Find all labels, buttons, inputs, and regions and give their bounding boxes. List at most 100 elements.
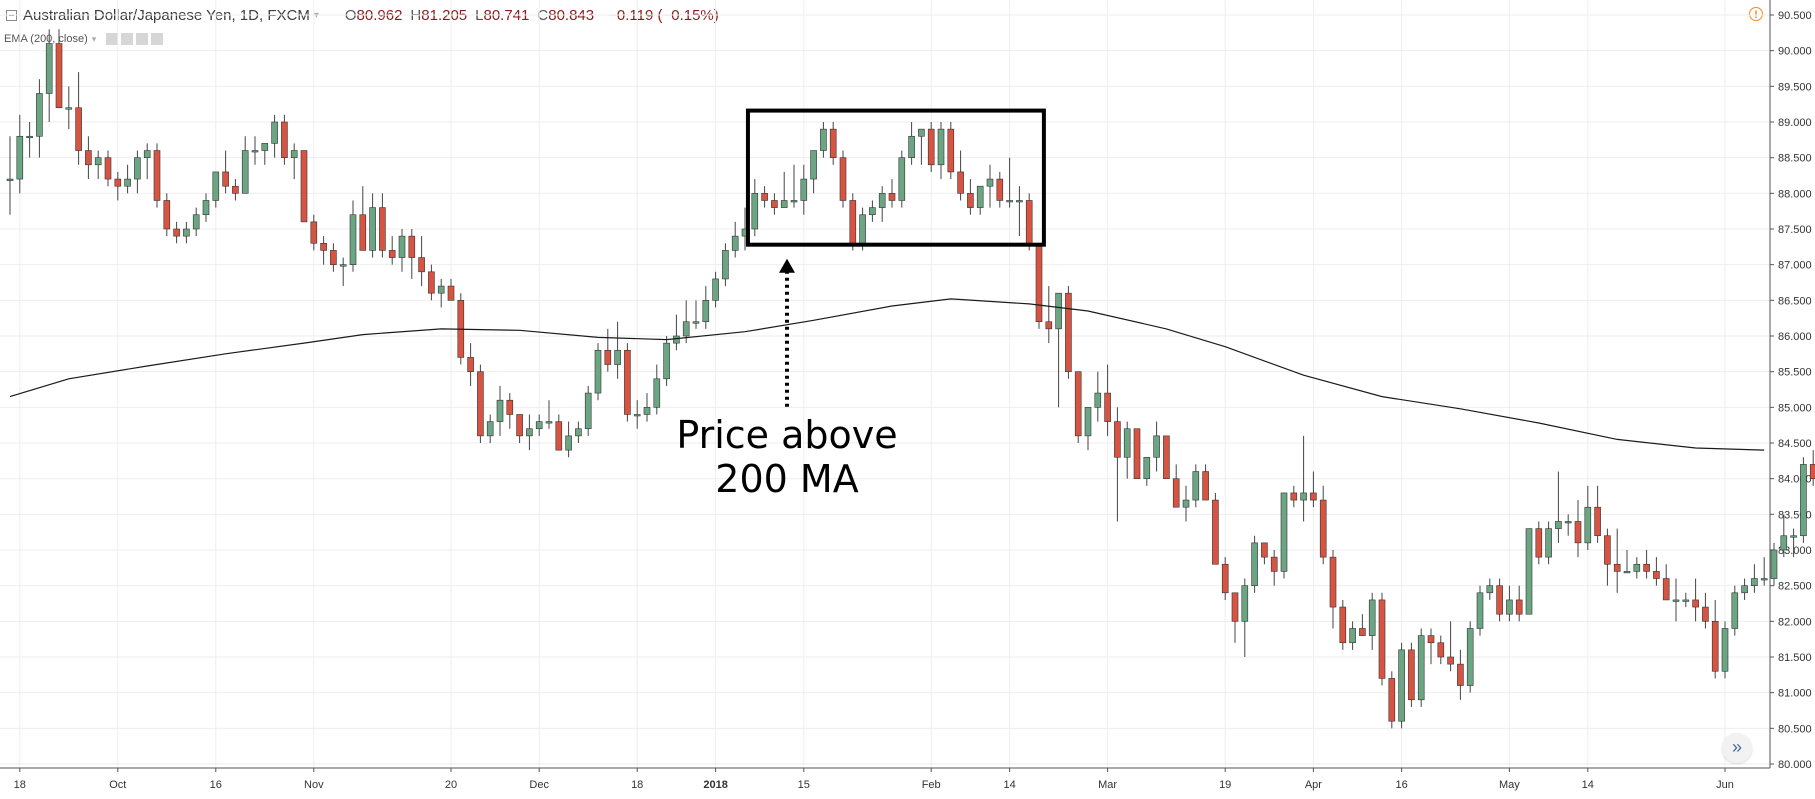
candle-body bbox=[477, 371, 484, 437]
candle-body bbox=[281, 121, 288, 158]
candle-down bbox=[1221, 557, 1229, 600]
candle-body bbox=[1153, 435, 1160, 458]
candle-down bbox=[506, 393, 514, 429]
candle-body bbox=[604, 349, 612, 365]
visibility-eye-icon[interactable] bbox=[106, 33, 119, 45]
candle-up bbox=[261, 143, 269, 165]
candle-down bbox=[1339, 599, 1347, 650]
candle-up bbox=[1055, 292, 1062, 408]
candle-up bbox=[712, 271, 719, 308]
candle-body bbox=[388, 250, 396, 258]
candle-body bbox=[1711, 621, 1719, 672]
candle-body bbox=[379, 207, 386, 251]
candle-body bbox=[761, 193, 768, 201]
candle-body bbox=[810, 150, 817, 180]
grid bbox=[0, 0, 1770, 768]
candle-body bbox=[869, 207, 876, 216]
candle-down bbox=[1319, 485, 1327, 565]
candle-body bbox=[1564, 521, 1572, 524]
candle-down bbox=[516, 414, 523, 443]
candle-up bbox=[1466, 621, 1474, 693]
candle-body bbox=[584, 392, 592, 430]
candle-body bbox=[330, 250, 337, 265]
candle-body bbox=[996, 178, 1004, 201]
candle-down bbox=[222, 150, 229, 194]
candle-body bbox=[1662, 578, 1670, 601]
candle-down bbox=[1388, 671, 1396, 729]
candle-body bbox=[663, 342, 670, 380]
ema-200-line bbox=[9, 298, 1765, 451]
candle-up bbox=[653, 364, 661, 415]
candle-body bbox=[94, 157, 102, 166]
remove-close-icon[interactable] bbox=[151, 33, 164, 45]
candle-body bbox=[780, 200, 788, 208]
candle-down bbox=[1104, 364, 1111, 436]
annotation-text-line1: Price above bbox=[676, 413, 897, 457]
candle-up bbox=[594, 343, 602, 401]
candle-body bbox=[437, 285, 445, 294]
time-tick-label: 2018 bbox=[703, 779, 727, 791]
candle-down bbox=[957, 150, 964, 201]
candle-up bbox=[869, 200, 876, 222]
candle-down bbox=[761, 186, 768, 208]
price-tick-label: 87.500 bbox=[1778, 224, 1812, 236]
candle-down bbox=[75, 72, 82, 165]
candle-up bbox=[143, 143, 151, 180]
candle-body bbox=[1760, 578, 1768, 581]
candle-body bbox=[1535, 528, 1543, 558]
candle-up bbox=[614, 321, 621, 379]
candle-body bbox=[1143, 456, 1151, 479]
candle-up bbox=[937, 122, 945, 180]
candle-down bbox=[839, 150, 847, 208]
candle-up bbox=[535, 414, 543, 436]
candle-body bbox=[516, 414, 523, 437]
candle-up bbox=[486, 414, 494, 443]
candle-body bbox=[1065, 292, 1072, 372]
candle-up bbox=[124, 164, 131, 194]
candle-body bbox=[643, 407, 651, 415]
candle-body bbox=[45, 43, 53, 94]
candle-body bbox=[339, 264, 347, 267]
candle-up bbox=[16, 114, 24, 194]
candle-up bbox=[1751, 564, 1758, 593]
candle-up bbox=[1143, 456, 1151, 486]
price-tick-label: 84.500 bbox=[1778, 438, 1812, 450]
more-plus-icon[interactable] bbox=[136, 33, 149, 45]
candle-up bbox=[722, 243, 729, 287]
candle-body bbox=[290, 150, 298, 158]
candle-body bbox=[1104, 392, 1111, 422]
candle-body bbox=[790, 200, 798, 203]
scroll-to-realtime-button[interactable]: » bbox=[1722, 733, 1752, 763]
indicator-dropdown-caret-icon[interactable]: ▾ bbox=[91, 33, 97, 44]
candle-body bbox=[222, 171, 229, 187]
candle-body bbox=[555, 421, 563, 451]
price-tick-label: 86.500 bbox=[1778, 295, 1812, 307]
candle-body bbox=[1192, 471, 1200, 501]
candle-up bbox=[1368, 592, 1376, 650]
candle-body bbox=[1074, 371, 1082, 437]
indicator-label[interactable]: EMA (200, close) bbox=[4, 33, 88, 45]
candle-body bbox=[1770, 549, 1778, 579]
candle-body bbox=[1633, 563, 1641, 572]
candle-body bbox=[927, 128, 935, 166]
candle-body bbox=[751, 193, 759, 230]
candle-body bbox=[1574, 521, 1582, 544]
candle-body bbox=[1751, 578, 1758, 586]
candle-body bbox=[1251, 542, 1258, 586]
price-tick-label: 88.500 bbox=[1778, 153, 1812, 165]
candle-body bbox=[1437, 642, 1445, 658]
candle-body bbox=[1427, 635, 1435, 644]
candle-body bbox=[1163, 435, 1170, 479]
candle-up bbox=[663, 336, 670, 386]
candle-down bbox=[1809, 450, 1815, 486]
candle-down bbox=[604, 328, 612, 372]
candle-down bbox=[467, 343, 474, 386]
candle-down bbox=[1035, 242, 1043, 329]
candle-down bbox=[153, 143, 161, 208]
settings-gear-icon[interactable] bbox=[121, 33, 134, 45]
candle-down bbox=[408, 229, 416, 279]
candle-body bbox=[163, 200, 171, 230]
candle-down bbox=[232, 179, 239, 201]
candle-down bbox=[996, 171, 1004, 208]
